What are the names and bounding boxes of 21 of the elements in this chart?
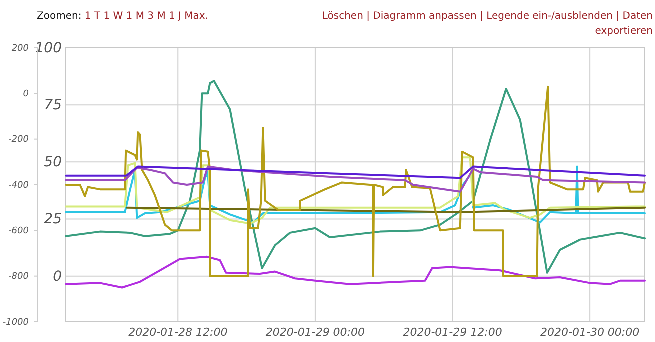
line-series [65, 166, 646, 180]
y-tick-label: 75 [44, 98, 62, 114]
x-tick-label: 2020-01-28 12:00 [128, 326, 228, 339]
y2-tick-label: -400 [8, 180, 30, 191]
text: Löschen | Diagramm anpassen | Legende ein-/ausblenden | Daten exportieren [321, 10, 653, 39]
y2-tick-label: -800 [8, 272, 30, 282]
y2-tick-label: 0 [23, 90, 30, 100]
y2-tick-label: 200 [12, 44, 30, 54]
y-tick-label: 0 [53, 268, 62, 285]
x-tick-label: 2020-01-29 00:00 [266, 326, 366, 339]
y2-tick-label: -1000 [2, 318, 30, 328]
y2-tick-label: -600 [8, 226, 30, 237]
y2-tick-label: -200 [8, 135, 30, 146]
x-tick-label: 2020-01-29 12:00 [403, 326, 502, 339]
line-series [65, 256, 646, 289]
y-tick-label: 100 [35, 40, 62, 56]
text: Zoomen: 1 T 1 W 1 M 3 M 1 J Max. [37, 11, 209, 22]
x-tick-label: 2020-01-30 00:00 [540, 326, 640, 339]
y-tick-label: 50 [44, 154, 62, 171]
line-series [65, 166, 646, 193]
y-tick-label: 25 [44, 212, 62, 228]
